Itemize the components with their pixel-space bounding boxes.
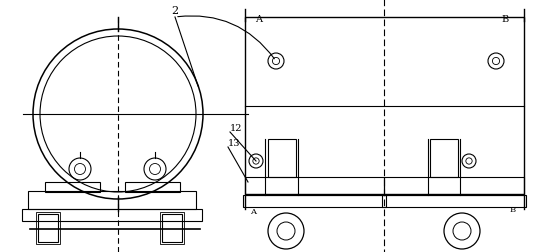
Bar (245, 18, 524, 194)
Bar (384, 177, 524, 195)
Text: B: B (510, 205, 516, 213)
Bar (268, 139, 296, 177)
Text: B: B (502, 15, 509, 24)
Bar (22, 209, 202, 221)
Bar (245, 177, 384, 195)
Text: A: A (250, 207, 256, 215)
Text: 2: 2 (171, 6, 178, 16)
Text: 13: 13 (228, 138, 240, 147)
Bar (382, 195, 526, 207)
Bar (160, 212, 184, 244)
Bar (36, 212, 60, 244)
Bar (162, 214, 182, 242)
Bar (430, 139, 458, 177)
Bar (125, 182, 180, 192)
Text: 12: 12 (230, 123, 243, 133)
Bar (45, 182, 100, 192)
Text: A: A (255, 15, 262, 24)
Bar (243, 195, 386, 207)
Bar (28, 191, 196, 209)
Bar (38, 214, 58, 242)
